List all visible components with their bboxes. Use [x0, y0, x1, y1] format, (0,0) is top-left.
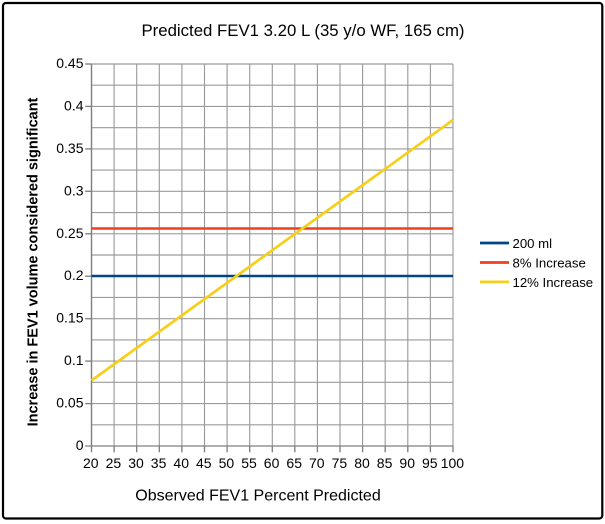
- svg-text:0.05: 0.05: [56, 395, 83, 411]
- svg-text:20: 20: [83, 455, 99, 471]
- svg-text:0.35: 0.35: [56, 140, 83, 156]
- svg-text:85: 85: [377, 455, 393, 471]
- svg-text:55: 55: [241, 455, 257, 471]
- svg-text:Predicted FEV1 3.20 L (35 y/o: Predicted FEV1 3.20 L (35 y/o WF, 165 cm…: [141, 21, 464, 40]
- svg-text:90: 90: [399, 455, 415, 471]
- svg-text:0.3: 0.3: [64, 182, 84, 198]
- svg-text:95: 95: [422, 455, 438, 471]
- svg-text:8% Increase: 8% Increase: [513, 256, 586, 271]
- svg-text:35: 35: [151, 455, 167, 471]
- svg-text:30: 30: [128, 455, 144, 471]
- svg-text:25: 25: [106, 455, 122, 471]
- svg-text:0.4: 0.4: [64, 97, 84, 113]
- svg-text:100: 100: [441, 455, 465, 471]
- svg-text:Increase in FEV1 volume consid: Increase in FEV1 volume considered signi…: [26, 97, 42, 426]
- svg-text:0.2: 0.2: [64, 267, 84, 283]
- svg-text:45: 45: [196, 455, 212, 471]
- svg-text:200 ml: 200 ml: [513, 236, 553, 251]
- svg-text:0.45: 0.45: [56, 55, 83, 71]
- svg-text:80: 80: [354, 455, 370, 471]
- svg-text:70: 70: [309, 455, 325, 471]
- svg-text:0.1: 0.1: [64, 352, 84, 368]
- svg-text:0.25: 0.25: [56, 225, 83, 241]
- svg-text:0.15: 0.15: [56, 310, 83, 326]
- svg-text:50: 50: [219, 455, 235, 471]
- svg-text:75: 75: [332, 455, 348, 471]
- svg-text:40: 40: [173, 455, 189, 471]
- svg-text:65: 65: [286, 455, 302, 471]
- svg-text:60: 60: [264, 455, 280, 471]
- svg-text:12% Increase: 12% Increase: [513, 275, 594, 290]
- svg-text:Observed FEV1 Percent Predicte: Observed FEV1 Percent Predicted: [135, 487, 380, 504]
- svg-text:0: 0: [76, 437, 84, 453]
